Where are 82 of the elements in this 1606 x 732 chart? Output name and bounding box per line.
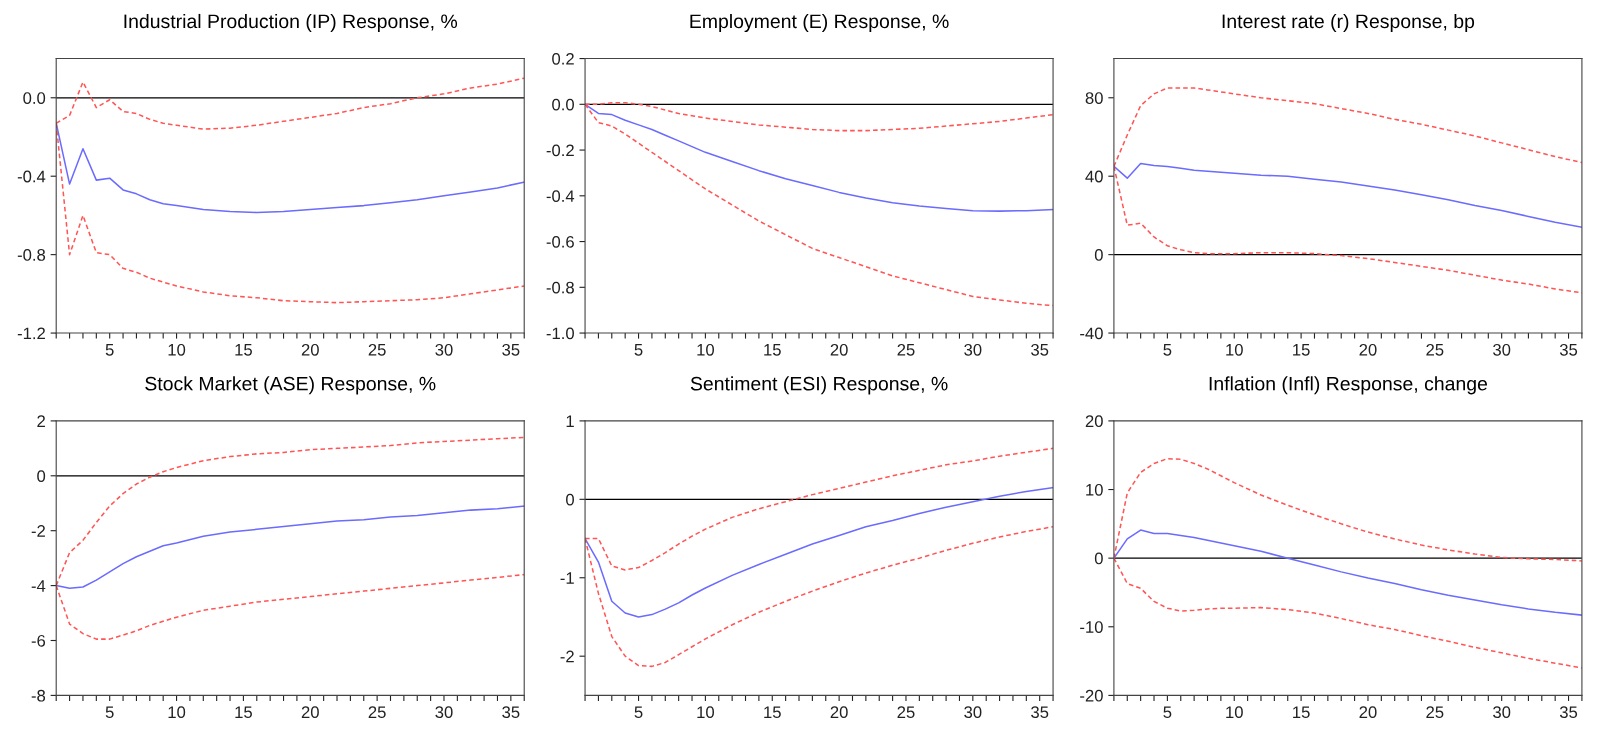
y-tick-label: -20 bbox=[1080, 689, 1103, 702]
x-tick-label: 35 bbox=[1031, 343, 1049, 356]
y-tick-label: -0.2 bbox=[546, 144, 574, 157]
y-tick-label: 1 bbox=[566, 415, 574, 427]
y-tick-label: 0 bbox=[1094, 552, 1103, 565]
x-tick-label: 25 bbox=[897, 706, 915, 719]
chart-title: Inflation (Infl) Response, change bbox=[1209, 376, 1488, 395]
x-tick-label: 10 bbox=[697, 343, 715, 356]
x-tick-label: 30 bbox=[1493, 343, 1511, 356]
x-tick-label: 5 bbox=[1163, 706, 1172, 719]
x-tick-label: 35 bbox=[1559, 706, 1578, 719]
x-tick-label: 10 bbox=[1226, 343, 1243, 356]
x-tick-label: 5 bbox=[105, 706, 114, 719]
x-tick-label: 30 bbox=[964, 706, 982, 719]
x-tick-label: 15 bbox=[1293, 706, 1310, 719]
chart-title: Interest rate (r) Response, bp bbox=[1222, 13, 1475, 33]
y-tick-label: 0.0 bbox=[23, 92, 46, 104]
y-tick-label: -0.8 bbox=[17, 249, 46, 261]
x-tick-label: 15 bbox=[235, 706, 252, 719]
y-tick-label: 0.0 bbox=[552, 98, 574, 111]
x-tick-label: 20 bbox=[301, 706, 319, 719]
line-series bbox=[1113, 162, 1582, 228]
y-tick-label: 2 bbox=[37, 415, 45, 427]
y-tick-label: -0.6 bbox=[546, 235, 574, 248]
y-tick-label: -8 bbox=[31, 689, 46, 702]
x-tick-label: 15 bbox=[764, 344, 781, 356]
x-tick-label: 5 bbox=[634, 706, 643, 719]
chart-title: Stock Market (ASE) Response, % bbox=[145, 376, 436, 395]
x-tick-label: 20 bbox=[1359, 343, 1377, 356]
y-tick-label: -10 bbox=[1080, 621, 1103, 633]
x-tick-label: 25 bbox=[1426, 343, 1444, 356]
line-series bbox=[56, 505, 525, 590]
x-tick-label: 20 bbox=[830, 706, 848, 719]
x-tick-label: 25 bbox=[897, 343, 915, 356]
x-tick-label: 10 bbox=[168, 706, 186, 719]
x-tick-label: 30 bbox=[435, 706, 453, 719]
y-tick-label: 0.2 bbox=[552, 52, 574, 65]
y-tick-label: -6 bbox=[31, 634, 46, 647]
line-series bbox=[585, 486, 1054, 618]
x-tick-label: 20 bbox=[301, 343, 319, 356]
y-tick-label: -0.8 bbox=[546, 281, 574, 294]
x-tick-label: 15 bbox=[1293, 344, 1310, 356]
y-tick-label: 0 bbox=[1094, 249, 1103, 261]
x-tick-label: 30 bbox=[1493, 706, 1511, 719]
chart-title: Sentiment (ESI) Response, % bbox=[690, 376, 948, 395]
y-tick-label: 0 bbox=[566, 493, 574, 506]
y-tick-label: -2 bbox=[560, 650, 574, 663]
x-tick-label: 25 bbox=[368, 706, 386, 719]
x-tick-label: 30 bbox=[964, 343, 982, 356]
x-tick-label: 35 bbox=[502, 343, 520, 356]
x-tick-label: 35 bbox=[1031, 706, 1049, 719]
x-tick-label: 5 bbox=[634, 344, 643, 356]
y-tick-label: -0.4 bbox=[546, 190, 575, 203]
y-tick-label: 10 bbox=[1086, 483, 1103, 496]
x-tick-label: 30 bbox=[435, 343, 453, 356]
x-tick-label: 20 bbox=[1359, 706, 1377, 719]
y-tick-label: -1.2 bbox=[17, 327, 45, 340]
x-tick-label: 15 bbox=[764, 706, 781, 719]
x-tick-label: 10 bbox=[697, 706, 715, 719]
chart-title: Industrial Production (IP) Response, % bbox=[124, 13, 458, 33]
line-series bbox=[1113, 529, 1582, 616]
x-tick-label: 5 bbox=[105, 344, 114, 356]
y-tick-label: 0 bbox=[37, 470, 46, 482]
x-tick-label: 35 bbox=[502, 706, 520, 719]
x-tick-label: 20 bbox=[830, 343, 848, 356]
y-tick-label: 40 bbox=[1085, 170, 1103, 183]
y-tick-label: -1.0 bbox=[546, 327, 574, 340]
y-tick-label: 80 bbox=[1085, 92, 1103, 104]
y-tick-label: -2 bbox=[31, 525, 45, 537]
x-tick-label: 25 bbox=[1426, 706, 1444, 719]
chart-title: Employment (E) Response, % bbox=[690, 13, 949, 33]
x-tick-label: 10 bbox=[1226, 706, 1243, 719]
y-tick-label: 20 bbox=[1085, 415, 1103, 428]
y-tick-label: -0.4 bbox=[17, 170, 46, 183]
y-tick-label: -1 bbox=[560, 572, 574, 584]
x-tick-label: 35 bbox=[1559, 343, 1578, 356]
x-tick-label: 25 bbox=[368, 343, 386, 356]
y-tick-label: -4 bbox=[31, 580, 46, 592]
x-tick-label: 10 bbox=[168, 343, 186, 356]
x-tick-label: 15 bbox=[235, 344, 252, 356]
x-tick-label: 5 bbox=[1163, 344, 1172, 356]
y-tick-label: -40 bbox=[1080, 327, 1103, 340]
